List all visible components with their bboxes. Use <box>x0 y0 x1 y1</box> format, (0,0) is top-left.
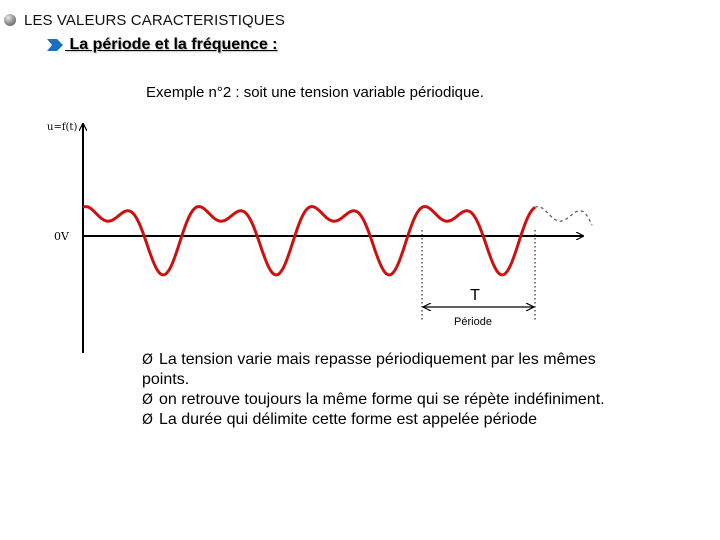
example-caption: Exemple n°2 : soit une tension variable … <box>146 84 484 101</box>
right-arrow-icon <box>47 39 63 51</box>
sphere-bullet-icon <box>4 14 16 26</box>
arrow-bullet-icon: Ø <box>142 392 154 408</box>
waveform-continuation <box>534 206 593 226</box>
zero-volt-label: 0V <box>54 230 70 243</box>
bullet-text: La tension varie mais repasse périodique… <box>142 351 596 388</box>
period-symbol: T <box>470 287 480 304</box>
bullet-item: Ø La tension varie mais repasse périodiqu… <box>142 350 612 390</box>
periodic-waveform <box>82 205 536 277</box>
period-label: Période <box>454 316 492 328</box>
section-heading: La période et la fréquence : <box>46 36 278 54</box>
arrow-bullet-icon: Ø <box>142 412 154 428</box>
bullet-text: on retrouve toujours la même forme qui s… <box>159 391 605 408</box>
slide-header: LES VALEURS CARACTERISTIQUES <box>4 10 285 30</box>
arrow-bullet-icon: Ø <box>142 352 154 368</box>
y-axis-label: u=f(t) <box>47 122 77 133</box>
bullet-item: Ø La durée qui délimite cette forme est a… <box>142 410 612 430</box>
section-heading-text: La période et la fréquence : <box>65 36 278 53</box>
bullet-list: Ø La tension varie mais repasse périodiqu… <box>142 350 612 430</box>
slide-title: LES VALEURS CARACTERISTIQUES <box>24 11 285 29</box>
bullet-text: La durée qui délimite cette forme est ap… <box>159 411 538 428</box>
periodic-signal-diagram: u=f(t) 0V T Période <box>47 122 593 353</box>
